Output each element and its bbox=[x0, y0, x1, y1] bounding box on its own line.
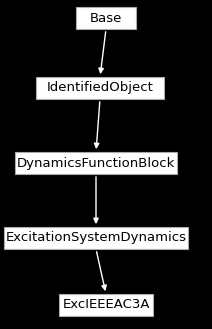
FancyBboxPatch shape bbox=[15, 152, 177, 174]
FancyBboxPatch shape bbox=[4, 227, 188, 249]
Text: ExcitationSystemDynamics: ExcitationSystemDynamics bbox=[6, 232, 187, 244]
Text: IdentifiedObject: IdentifiedObject bbox=[47, 82, 153, 94]
Text: Base: Base bbox=[90, 12, 122, 24]
FancyBboxPatch shape bbox=[76, 7, 136, 29]
Text: ExcIEEEAC3A: ExcIEEEAC3A bbox=[62, 298, 150, 312]
FancyBboxPatch shape bbox=[59, 294, 153, 316]
Text: DynamicsFunctionBlock: DynamicsFunctionBlock bbox=[17, 157, 175, 169]
FancyBboxPatch shape bbox=[36, 77, 164, 99]
